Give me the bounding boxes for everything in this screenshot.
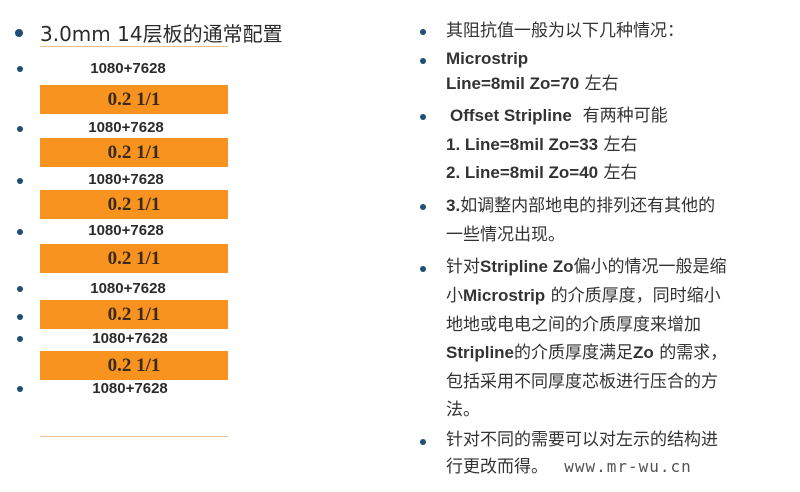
prepreg-label: 1080+7628	[92, 380, 168, 397]
core-layer: 0.2 1/1	[40, 351, 228, 380]
para4-line-3: 地地或电电之间的介质厚度来增加	[446, 315, 701, 335]
bullet-icon	[17, 66, 23, 72]
website-watermark: www.mr-wu.cn	[564, 457, 692, 476]
microstrip-value: Line=8mil Zo=70 左右	[446, 74, 619, 94]
bullet-icon	[17, 178, 23, 184]
para4-line-6: 法。	[446, 400, 480, 420]
core-layer: 0.2 1/1	[40, 138, 228, 167]
core-layer: 0.2 1/1	[40, 244, 228, 273]
item3-line-1: 3.如调整内部地电的排列还有其他的	[446, 196, 716, 216]
stack-bottom-rule	[40, 436, 228, 437]
core-layer: 0.2 1/1	[40, 300, 228, 329]
title-underline	[40, 46, 228, 47]
bullet-icon	[17, 336, 23, 342]
microstrip-title: Microstrip	[446, 49, 529, 68]
slide-title: 3.0mm 14层板的通常配置	[40, 22, 283, 46]
offset-case-1: 1. Line=8mil Zo=33 左右	[446, 135, 638, 155]
core-layer: 0.2 1/1	[40, 85, 228, 114]
bullet-icon	[17, 126, 23, 132]
bullet-icon	[17, 229, 23, 235]
bullet-icon	[420, 114, 426, 120]
bullet-icon	[17, 286, 23, 292]
prepreg-label: 1080+7628	[88, 119, 164, 136]
para4-line-2: 小Microstrip 的介质厚度，同时缩小	[446, 286, 721, 306]
bullet-icon	[420, 204, 426, 210]
bullet-icon	[420, 29, 426, 35]
bullet-icon	[17, 314, 23, 320]
prepreg-label: 1080+7628	[92, 330, 168, 347]
offset-case-2: 2. Line=8mil Zo=40 左右	[446, 163, 638, 183]
item3-line-2: 一些情况出现。	[446, 225, 565, 245]
bullet-icon	[420, 266, 426, 272]
para5-line-1: 针对不同的需要可以对左示的结构进	[446, 430, 718, 450]
para4-line-1: 针对Stripline Zo偏小的情况一般是缩	[446, 257, 727, 277]
para4-line-5: 包括采用不同厚度芯板进行压合的方	[446, 372, 718, 392]
prepreg-label: 1080+7628	[90, 60, 166, 77]
prepreg-label: 1080+7628	[88, 222, 164, 239]
bullet-icon	[420, 58, 426, 64]
prepreg-label: 1080+7628	[90, 280, 166, 297]
bullet-icon	[15, 29, 23, 37]
para5-line-2: 行更改而得。 www.mr-wu.cn	[446, 457, 692, 477]
core-layer: 0.2 1/1	[40, 190, 228, 219]
offset-stripline-title: Offset Stripline 有两种可能	[450, 106, 668, 126]
intro-text: 其阻抗值一般为以下几种情况：	[446, 21, 684, 41]
prepreg-label: 1080+7628	[88, 171, 164, 188]
bullet-icon	[17, 386, 23, 392]
bullet-icon	[420, 439, 426, 445]
para4-line-4: Stripline的介质厚度满足Zo 的需求，	[446, 343, 728, 363]
